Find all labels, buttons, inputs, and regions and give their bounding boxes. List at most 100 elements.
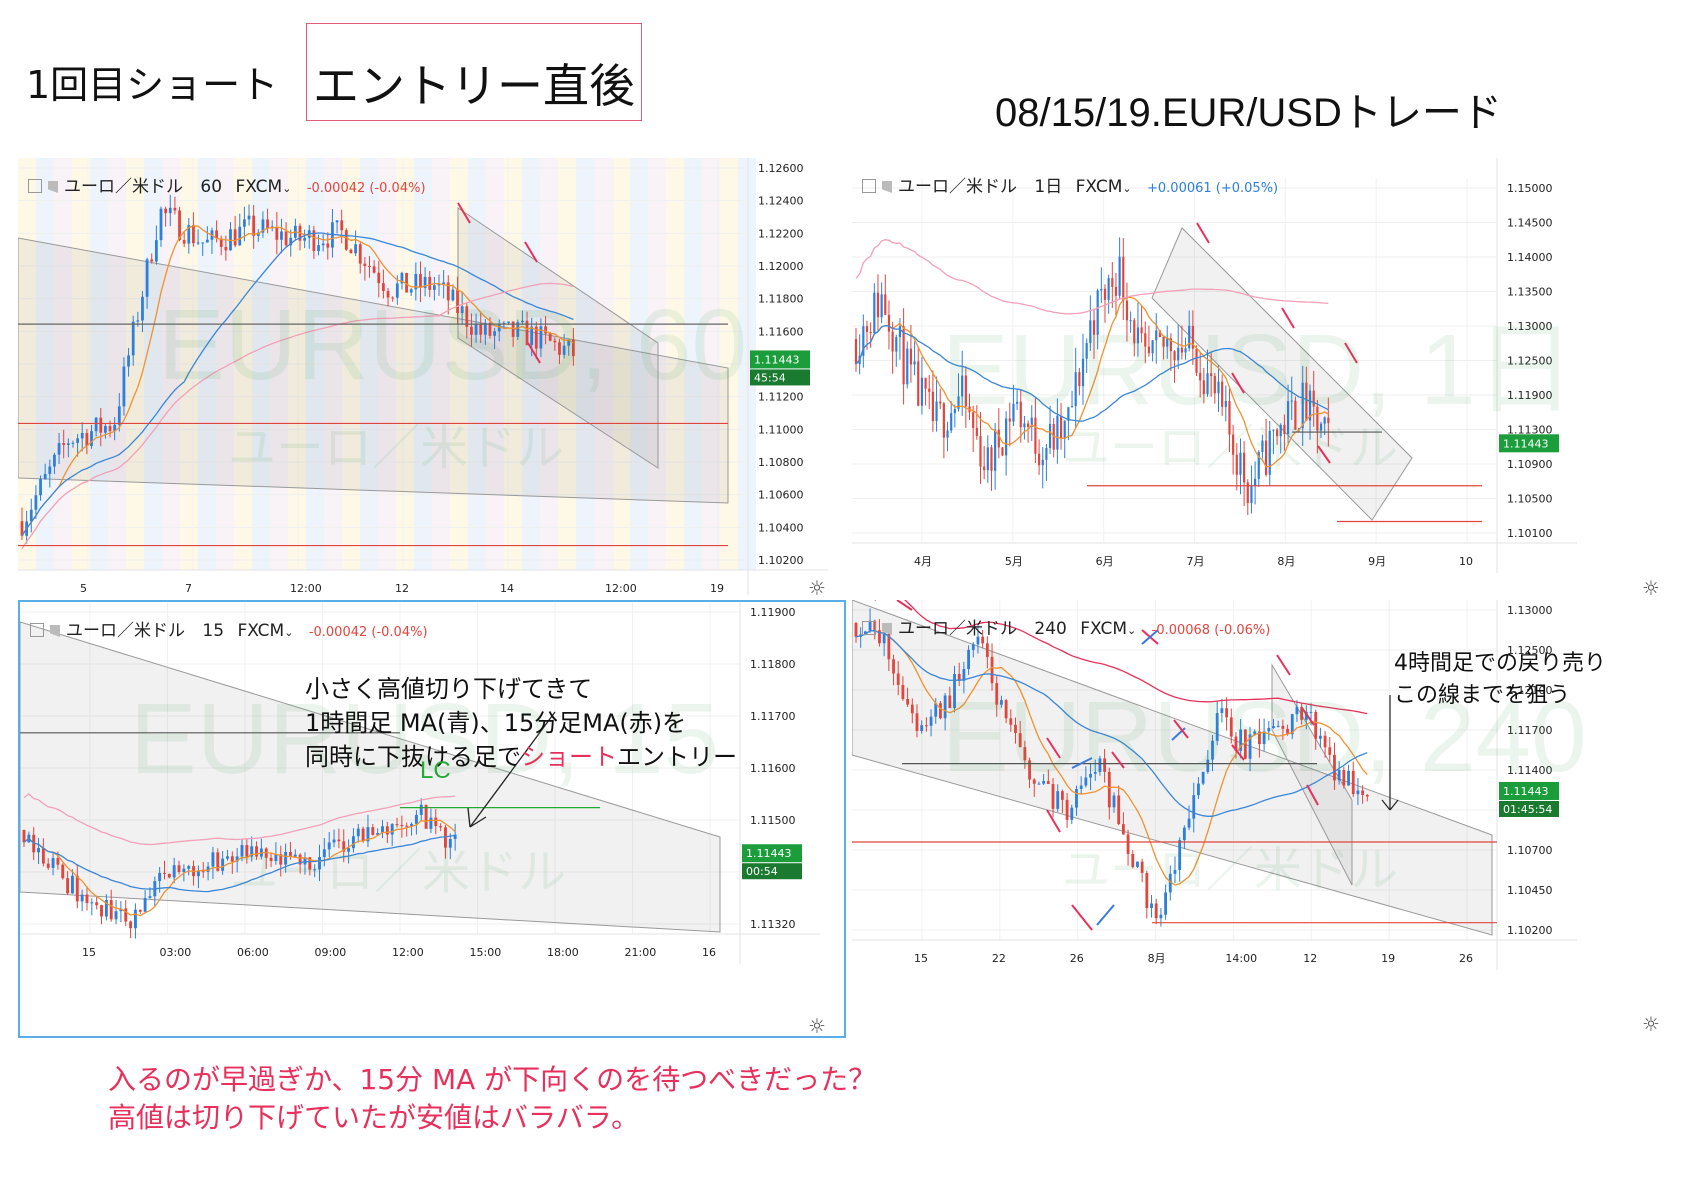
candle-body — [1074, 372, 1077, 407]
candle-body — [1018, 733, 1022, 748]
interval[interactable]: 1日 — [1034, 177, 1063, 197]
expand-icon[interactable] — [30, 623, 44, 637]
candle-body — [1177, 347, 1180, 361]
expand-icon[interactable] — [862, 179, 876, 193]
candle-body — [245, 845, 249, 857]
candle-body — [1361, 790, 1365, 795]
chart-canvas-d1[interactable]: 1.15000 1.14500 1.14000 1.13500 1.13000 1.125… — [852, 158, 1684, 595]
candle-body — [1012, 403, 1015, 422]
candle-body — [1210, 373, 1213, 377]
chart-panel-h4[interactable]: 1.130001.125001.121001.117001.114001.110… — [852, 600, 1684, 1038]
candle-body — [451, 289, 455, 301]
candle-body — [266, 219, 269, 229]
candle-body — [419, 804, 423, 815]
candle-body — [201, 242, 205, 244]
candle-body — [178, 210, 181, 241]
candle-body — [432, 285, 436, 290]
settings-gear-icon[interactable]: ☼ — [808, 1014, 826, 1038]
source[interactable]: FXCM — [235, 177, 283, 197]
chart-panel-h1[interactable]: 1.12600 1.12400 1.12200 1.12000 1.11800 1.116… — [18, 158, 846, 600]
chevron-down-icon[interactable]: ⌄ — [282, 182, 292, 195]
x-tick-label: 6月 — [1096, 555, 1114, 568]
chevron-down-icon[interactable]: ⌄ — [1122, 182, 1132, 195]
candle-body — [167, 873, 171, 878]
candle-body — [1079, 785, 1083, 789]
candle-body — [71, 442, 75, 444]
candle-body — [429, 817, 433, 829]
chart-canvas-h1[interactable]: 1.12600 1.12400 1.12200 1.12000 1.11800 1.116… — [18, 158, 846, 595]
swing-mark — [1276, 654, 1291, 676]
candle-body — [948, 695, 952, 709]
interval[interactable]: 240 — [1034, 619, 1067, 639]
x-tick-label: 12:00 — [392, 946, 424, 959]
candle-body — [1173, 351, 1176, 361]
candle-body — [1272, 726, 1275, 729]
expand-icon[interactable] — [28, 179, 42, 193]
settings-gear-icon[interactable]: ☼ — [1642, 1012, 1660, 1036]
candle-body — [1276, 725, 1280, 727]
x-tick-label: 14 — [500, 582, 514, 595]
chart-canvas-h4[interactable]: 1.130001.125001.121001.117001.114001.110… — [852, 600, 1684, 1038]
symbol-name[interactable]: ユーロ／米ドル — [898, 177, 1017, 197]
swing-mark — [1071, 904, 1093, 931]
source[interactable]: FXCM — [1080, 619, 1127, 639]
candle-body — [303, 237, 307, 241]
symbol-name[interactable]: ユーロ／米ドル — [66, 621, 185, 641]
candle-body — [1290, 714, 1294, 735]
symbol-name[interactable]: ユーロ／米ドル — [898, 619, 1017, 639]
timer-bg — [750, 369, 810, 386]
candle-body — [133, 909, 137, 929]
flag-icon — [882, 623, 892, 635]
annotation-line: 4時間足での戻り売り — [1394, 651, 1606, 676]
candle-body — [939, 703, 942, 719]
settings-gear-icon[interactable]: ☼ — [1642, 576, 1660, 600]
candle-body — [173, 207, 177, 211]
candle-body — [29, 509, 33, 522]
settings-gear-icon[interactable]: ☼ — [808, 576, 826, 600]
swing-mark — [1344, 342, 1358, 364]
chevron-down-icon[interactable]: ⌄ — [284, 626, 294, 639]
candle-body — [61, 864, 65, 879]
candle-body — [448, 839, 452, 848]
candle-body — [1129, 320, 1132, 322]
interval[interactable]: 60 — [200, 177, 223, 197]
candle-body — [1111, 278, 1114, 287]
candle-body — [981, 636, 985, 644]
candle-body — [22, 829, 26, 843]
x-tick-label: 12:00 — [290, 582, 322, 595]
candle-body — [205, 239, 209, 243]
expand-icon[interactable] — [862, 621, 876, 635]
candle-body — [256, 232, 260, 236]
timer-bg — [1499, 800, 1559, 817]
candle-body — [361, 828, 365, 842]
candle-body — [177, 865, 181, 872]
candle-body — [868, 620, 872, 632]
price-label-bg — [750, 350, 810, 369]
candle-body — [34, 495, 38, 510]
candle-body — [1191, 325, 1194, 349]
candle-body — [887, 314, 891, 332]
source[interactable]: FXCM — [1075, 177, 1123, 197]
candle-body — [950, 413, 953, 431]
candle-body — [986, 447, 989, 471]
chart-canvas-m15[interactable]: 1.11900 1.11800 1.11700 1.11600 1.11500 1.113… — [20, 602, 844, 1036]
x-tick-label: 19 — [710, 582, 724, 595]
candle-body — [876, 292, 880, 318]
interval[interactable]: 15 — [202, 621, 225, 641]
source[interactable]: FXCM — [237, 621, 285, 641]
candle-body — [1217, 381, 1220, 394]
candle-body — [967, 649, 970, 670]
candle-body — [530, 326, 534, 346]
watermark-sub: ユーロ／米ドル — [230, 846, 567, 899]
candle-body — [1151, 340, 1154, 354]
chart-panel-d1[interactable]: 1.15000 1.14500 1.14000 1.13500 1.13000 1.125… — [852, 158, 1684, 600]
chevron-down-icon[interactable]: ⌄ — [1127, 624, 1137, 637]
chart-panel-m15[interactable]: 1.11900 1.11800 1.11700 1.11600 1.11500 1.113… — [18, 600, 846, 1038]
candle-body — [381, 826, 384, 834]
candle-body — [1342, 770, 1346, 786]
symbol-name[interactable]: ユーロ／米ドル — [64, 177, 183, 197]
candle-body — [971, 644, 975, 650]
swing-mark — [1317, 445, 1331, 464]
candle-body — [453, 834, 457, 840]
candle-body — [1257, 451, 1260, 479]
